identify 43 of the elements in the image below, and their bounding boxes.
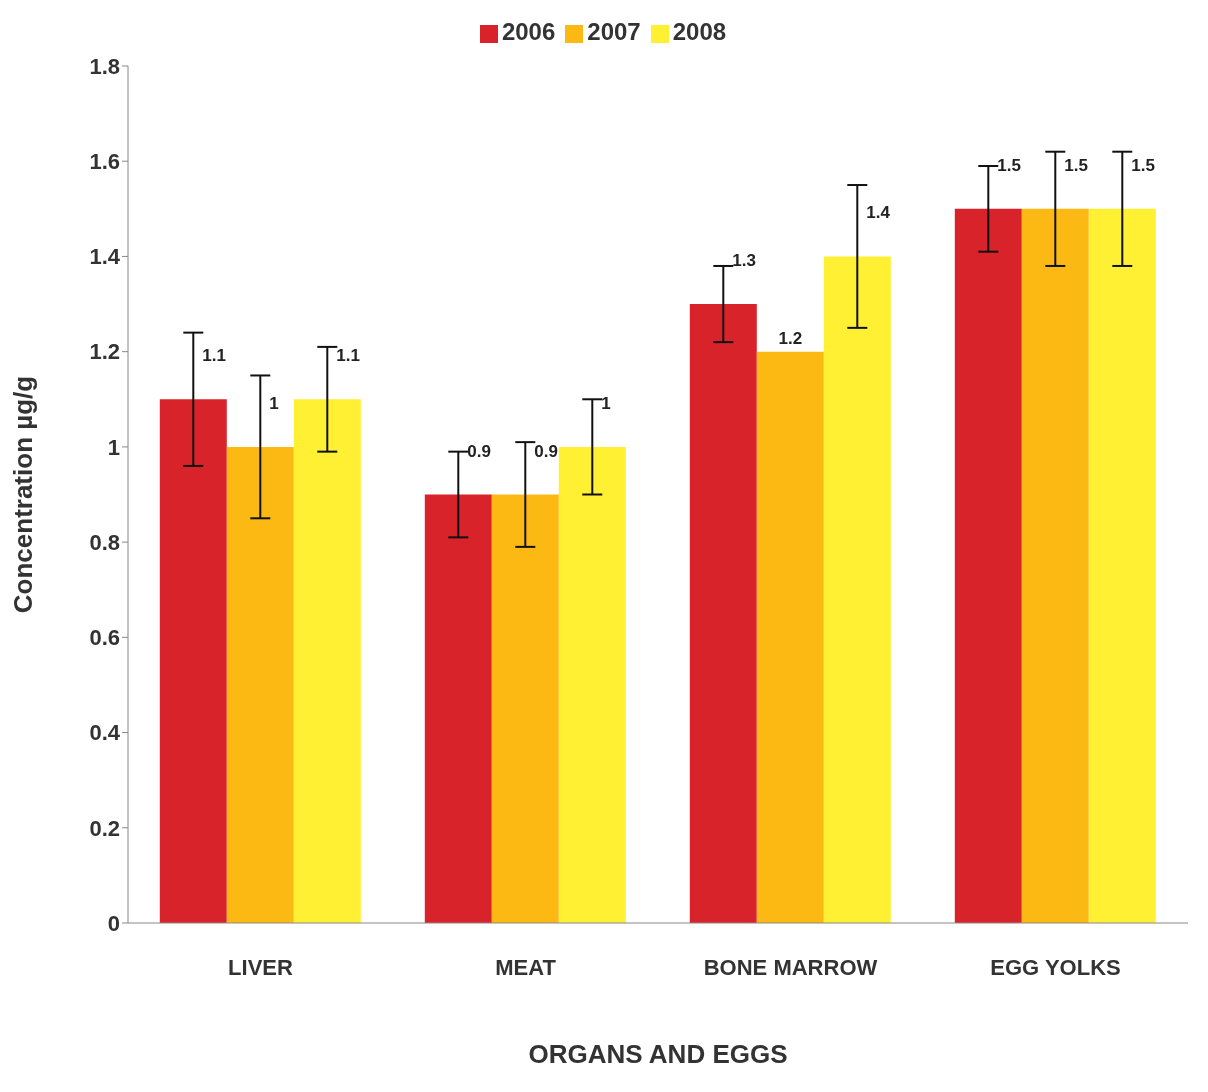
y-tick-label: 0.6 — [89, 625, 120, 651]
data-label: 1.3 — [732, 251, 756, 271]
data-label: 1.5 — [1064, 155, 1088, 175]
bar — [293, 399, 361, 923]
x-axis-title: ORGANS AND EGGS — [528, 1039, 788, 1069]
y-axis-title: Concentration µg/g — [8, 375, 39, 614]
data-label: 0.9 — [534, 441, 558, 461]
bar — [954, 208, 1022, 923]
bar — [491, 494, 559, 923]
data-label: 1 — [269, 393, 279, 413]
data-label: 1.1 — [336, 346, 360, 366]
y-tick-label: 0 — [107, 910, 120, 936]
data-label: 1.5 — [997, 155, 1021, 175]
legend-label: 2007 — [587, 18, 641, 45]
y-tick-label: 1.6 — [89, 149, 120, 175]
y-tick-label: 0.2 — [89, 815, 120, 841]
y-tick-label: 1 — [107, 434, 120, 460]
y-tick-label: 1.2 — [89, 339, 120, 365]
data-label: 1 — [601, 393, 611, 413]
data-label: 1.5 — [1131, 155, 1155, 175]
data-label: 1.4 — [866, 203, 891, 223]
bar — [558, 446, 626, 923]
y-tick-label: 1.4 — [89, 244, 121, 270]
bar — [1088, 208, 1156, 923]
x-tick-label: MEAT — [495, 954, 557, 980]
y-tick-label: 0.4 — [89, 720, 121, 746]
data-label: 0.9 — [467, 441, 491, 461]
y-tick-label: 1.8 — [89, 53, 120, 79]
bar — [159, 399, 227, 923]
bar — [1021, 208, 1089, 923]
bar — [689, 304, 757, 923]
data-label: 1.2 — [778, 328, 803, 348]
bar — [823, 256, 891, 923]
data-label: 1.1 — [202, 346, 226, 366]
bar — [226, 446, 294, 923]
x-tick-label: LIVER — [228, 954, 293, 980]
x-tick-label: EGG YOLKS — [990, 954, 1121, 980]
y-tick-label: 0.8 — [89, 529, 120, 555]
bar — [756, 351, 824, 923]
bar — [424, 494, 492, 923]
legend-label: 2006 — [501, 18, 556, 45]
legend-label: 2008 — [672, 18, 727, 45]
x-tick-label: BONE MARROW — [703, 954, 878, 980]
